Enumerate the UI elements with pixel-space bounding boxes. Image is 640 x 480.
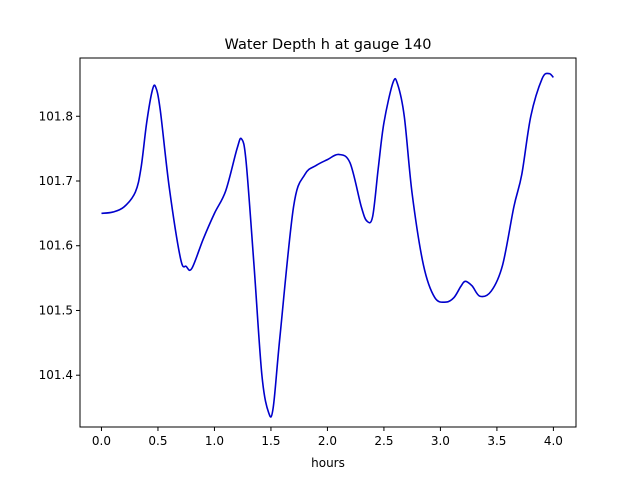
y-tick-label: 101.5 <box>39 303 73 317</box>
y-tick-label: 101.8 <box>39 109 73 123</box>
chart-title: Water Depth h at gauge 140 <box>225 37 432 53</box>
y-tick-label: 101.4 <box>39 368 73 382</box>
y-axis: 101.4 101.5 101.6 101.7 101.8 <box>39 109 80 382</box>
x-tick-label: 0.5 <box>148 434 167 448</box>
x-axis: 0.0 0.5 1.0 1.5 2.0 2.5 3.0 3.5 4.0 <box>92 427 563 448</box>
x-tick-label: 3.0 <box>431 434 450 448</box>
x-tick-label: 3.5 <box>487 434 506 448</box>
plot-frame <box>79 57 577 428</box>
x-axis-label: hours <box>311 456 345 470</box>
y-tick-label: 101.7 <box>39 174 73 188</box>
plot-area <box>79 57 577 428</box>
x-tick-label: 4.0 <box>544 434 563 448</box>
y-tick-label: 101.6 <box>39 239 73 253</box>
series-layer <box>101 72 554 418</box>
x-tick-label: 1.5 <box>261 434 280 448</box>
x-tick-label: 0.0 <box>92 434 111 448</box>
x-tick-label: 2.5 <box>374 434 393 448</box>
x-tick-label: 1.0 <box>205 434 224 448</box>
x-tick-label: 2.0 <box>318 434 337 448</box>
series-line-0 <box>101 72 554 418</box>
